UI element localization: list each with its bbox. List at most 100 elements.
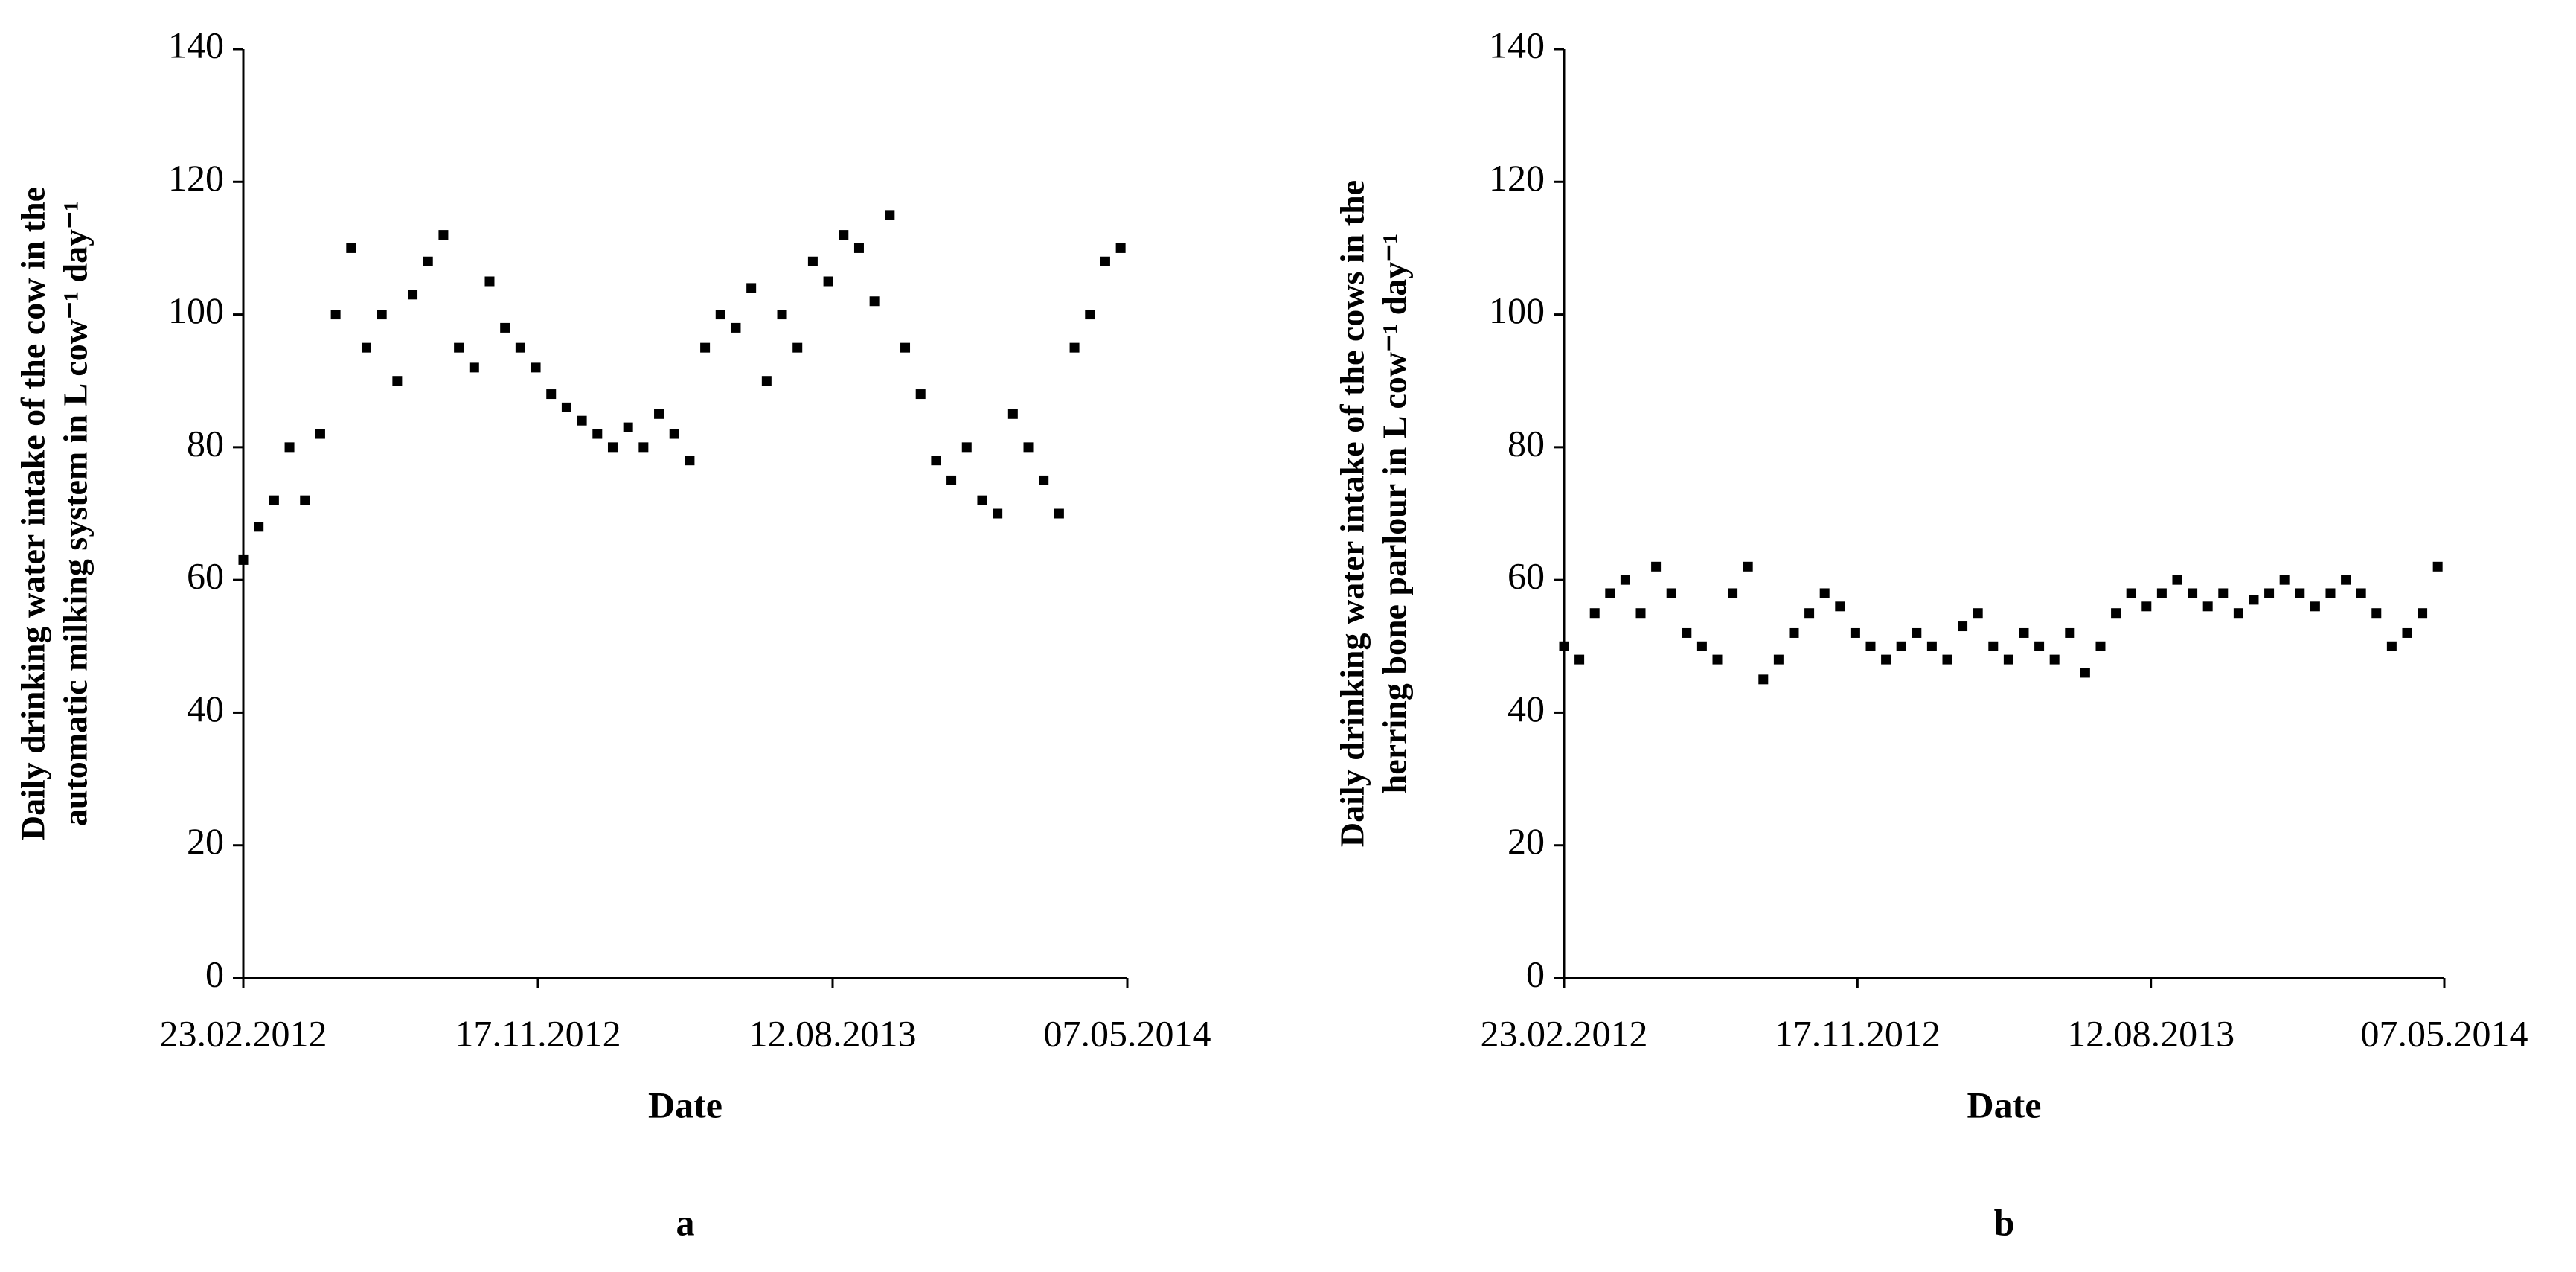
point [1835, 601, 1845, 612]
point [869, 296, 880, 307]
point [2233, 608, 2243, 619]
y-tick-label: 80 [187, 422, 224, 464]
point [1007, 409, 1018, 419]
y-axis-title: automatic milking system in L cow⁻¹ day⁻… [57, 201, 94, 826]
point [1651, 561, 1662, 572]
point [1574, 654, 1585, 665]
y-tick-label: 80 [1508, 422, 1545, 464]
point [546, 389, 557, 400]
point [623, 422, 633, 432]
point [1758, 674, 1769, 685]
point [2341, 575, 2351, 585]
point [1942, 654, 1952, 665]
point [1728, 588, 1738, 598]
point [1620, 575, 1630, 585]
point [2034, 641, 2045, 651]
point [1712, 654, 1723, 665]
point [438, 230, 449, 240]
point [638, 442, 649, 453]
point [330, 310, 341, 320]
point [977, 495, 987, 505]
caption: a [676, 1201, 695, 1243]
point [2049, 654, 2060, 665]
point [1881, 654, 1891, 665]
x-tick-label: 17.11.2012 [1775, 1012, 1941, 1054]
point [1605, 588, 1615, 598]
x-tick-label: 07.05.2014 [1044, 1012, 1211, 1054]
point [284, 442, 295, 453]
point [1682, 627, 1692, 638]
y-tick-label: 40 [187, 688, 224, 729]
point [2111, 608, 2121, 619]
point [315, 429, 325, 439]
point [361, 342, 371, 353]
point [408, 290, 418, 300]
point [1115, 243, 1126, 253]
point [300, 495, 310, 505]
x-axis-title: Date [648, 1084, 723, 1125]
point [2279, 575, 2290, 585]
point [484, 276, 495, 287]
point [2418, 608, 2428, 619]
point [700, 342, 711, 353]
y-tick-label: 0 [205, 953, 224, 994]
point [2325, 588, 2336, 598]
point [423, 256, 433, 266]
y-tick-label: 60 [1508, 555, 1545, 597]
point [900, 342, 911, 353]
point [1054, 508, 1064, 519]
point [2080, 668, 2090, 678]
point [961, 442, 972, 453]
point [2310, 601, 2320, 612]
point [2202, 601, 2213, 612]
point [1069, 342, 1080, 353]
point [377, 310, 387, 320]
point [392, 376, 403, 386]
point [1743, 561, 1753, 572]
x-tick-label: 12.08.2013 [749, 1012, 917, 1054]
point [515, 342, 525, 353]
point [654, 409, 664, 419]
point [2386, 641, 2397, 651]
y-tick-label: 40 [1508, 688, 1545, 729]
point [2432, 561, 2443, 572]
x-tick-label: 07.05.2014 [2361, 1012, 2528, 1054]
point [592, 429, 603, 439]
point [561, 402, 571, 412]
point [1988, 641, 1999, 651]
point [2249, 595, 2259, 605]
point [731, 322, 741, 333]
point [346, 243, 356, 253]
point [1100, 256, 1110, 266]
point [500, 322, 510, 333]
point [577, 415, 587, 426]
caption: b [1994, 1201, 2015, 1243]
point [531, 362, 541, 373]
y-tick-label: 0 [1526, 953, 1545, 994]
point [2356, 588, 2366, 598]
point [1559, 641, 1569, 651]
x-tick-label: 23.02.2012 [160, 1012, 327, 1054]
y-axis-title: Daily drinking water intake of the cow i… [14, 187, 52, 840]
y-tick-label: 60 [187, 555, 224, 597]
point [1865, 641, 1876, 651]
point [2402, 627, 2412, 638]
point [454, 342, 464, 353]
point [2371, 608, 2382, 619]
point [2218, 588, 2229, 598]
y-tick-label: 140 [168, 24, 224, 65]
point [2141, 601, 2152, 612]
point [685, 456, 695, 466]
y-tick-label: 100 [168, 290, 224, 331]
point [915, 389, 926, 400]
point [2172, 575, 2182, 585]
point [2156, 588, 2167, 598]
point [1589, 608, 1600, 619]
point [1896, 641, 1906, 651]
point [269, 495, 279, 505]
point [254, 522, 264, 532]
point [2188, 588, 2198, 598]
y-axis-title: herring bone parlour in L cow⁻¹ day⁻¹ [1376, 234, 1414, 794]
point [607, 442, 618, 453]
